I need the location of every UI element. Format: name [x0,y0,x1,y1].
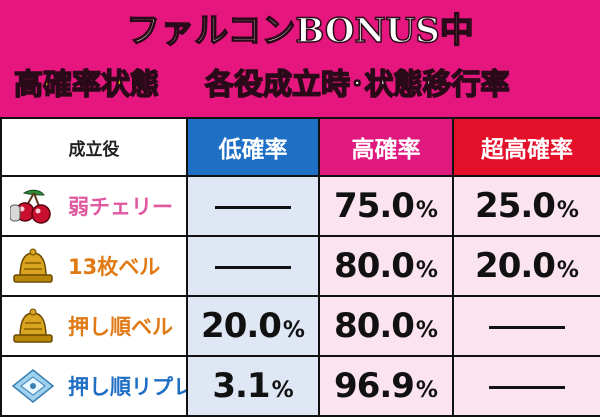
percent-sign: % [415,318,438,343]
super-rate-cell [452,355,600,417]
role-name: 押し順リプレイ [68,375,185,399]
high-rate-cell: 80.0% [318,235,454,297]
rate-value: 80.0 [334,306,415,346]
rate-value: 75.0 [334,186,415,226]
percent-sign: % [415,198,438,223]
role-name: 13枚ベル [68,255,161,279]
role-cell: 押し順リプレイ [0,355,188,417]
high-rate-cell: 75.0% [318,175,454,237]
rate-value: 96.9 [334,366,415,406]
title-main: ファルコンBONUS中 [125,10,474,52]
role-name: 弱チェリー [68,195,173,219]
low-rate-cell: 3.1% [186,355,320,417]
title-state-highlight: 高確率状態 [13,66,160,102]
column-header-role: 成立役 [0,117,188,177]
column-header-low: 低確率 [186,117,320,177]
super-rate-cell [452,295,600,357]
percent-sign: % [415,258,438,283]
percent-sign: % [556,258,579,283]
percent-sign: % [415,378,438,403]
role-cell: 押し順ベル [0,295,188,357]
role-cell: 13枚ベル [0,235,188,297]
role-name: 押し順ベル [68,315,173,339]
high-rate-cell: 96.9% [318,355,454,417]
title-sub: 高確率状態 各役成立時･状態移行率 [0,60,600,108]
title-banner: ファルコンBONUS中 高確率状態 各役成立時･状態移行率 [0,0,600,117]
role-cell: 弱チェリー [0,175,188,237]
cherry-icon [9,187,56,225]
high-rate-cell: 80.0% [318,295,454,357]
empty-value-dash [215,265,291,269]
replay-icon [10,367,56,405]
table-row: 弱チェリー 75.0% 25.0% [0,175,600,237]
column-header-high: 高確率 [318,117,454,177]
low-rate-cell [186,175,320,237]
percent-sign: % [556,198,579,223]
low-rate-cell [186,235,320,297]
percent-sign: % [271,378,294,403]
rate-value: 3.1 [212,366,270,406]
rate-value: 20.0 [475,246,556,286]
rate-value: 20.0 [201,306,282,346]
bell-icon [10,307,56,345]
super-rate-cell: 25.0% [452,175,600,237]
empty-value-dash [215,205,291,209]
empty-value-dash [489,325,565,329]
percent-sign: % [282,318,305,343]
rate-value: 80.0 [334,246,415,286]
column-header-super: 超高確率 [452,117,600,177]
table-row: 押し順ベル 20.0% 80.0% [0,295,600,357]
rate-value: 25.0 [475,186,556,226]
transition-rate-table: 成立役 低確率 高確率 超高確率 弱チェリー 75.0% 25.0% 13枚ベル 80.… [0,117,600,417]
low-rate-cell: 20.0% [186,295,320,357]
empty-value-dash [489,385,565,389]
title-description: 各役成立時･状態移行率 [204,66,510,102]
table-row: 押し順リプレイ3.1%96.9% [0,355,600,417]
super-rate-cell: 20.0% [452,235,600,297]
table-row: 13枚ベル 80.0% 20.0% [0,235,600,297]
table-header-row: 成立役 低確率 高確率 超高確率 [0,117,600,177]
bell-icon [10,247,56,285]
